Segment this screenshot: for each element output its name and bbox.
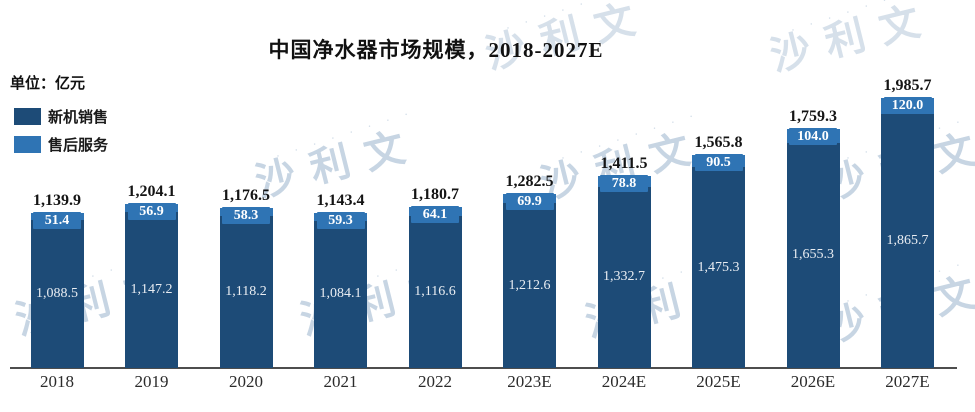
new-machine-segment xyxy=(125,212,178,368)
new-machine-segment xyxy=(219,215,273,368)
new-machine-value-label: 1,084.1 xyxy=(319,286,362,302)
total-value-label: 1,985.7 xyxy=(883,77,932,94)
x-axis-label-2020: 2020 xyxy=(229,372,263,391)
new-machine-segment xyxy=(786,142,840,368)
total-value-label: 1,282.5 xyxy=(505,172,554,190)
legend-swatch-dark-blue xyxy=(14,108,41,125)
x-axis-line xyxy=(10,367,957,369)
x-axis-label-2021: 2021 xyxy=(323,372,358,391)
legend-label: 新机销售 xyxy=(48,110,109,126)
x-axis-label-2026E: 2026E xyxy=(790,372,836,391)
stacked-bar-2027E: 1,985.7 120.0 1,865.7 xyxy=(881,77,934,368)
total-value-label: 1,139.9 xyxy=(33,192,81,210)
new-machine-value-label: 1,212.6 xyxy=(508,277,551,293)
x-axis-label-2024E: 2024E xyxy=(601,372,647,391)
after-sales-value-badge: 69.9 xyxy=(505,192,554,210)
x-axis-label-2018: 2018 xyxy=(40,372,74,391)
new-machine-segment xyxy=(597,186,651,368)
total-value-label: 1,180.7 xyxy=(411,186,459,204)
stacked-bar-2018: 1,139.9 51.4 1,088.5 xyxy=(30,192,84,368)
total-value-label: 1,759.3 xyxy=(789,107,837,125)
unit-label: 单位：亿元 xyxy=(10,76,86,92)
x-axis-label-2027E: 2027E xyxy=(885,372,930,391)
new-machine-value-label: 1,475.3 xyxy=(697,259,740,275)
stacked-bar-2024E: 1,411.5 78.8 1,332.7 xyxy=(597,155,651,368)
after-sales-value-badge: 120.0 xyxy=(883,97,932,114)
stacked-bar-2022: 1,180.7 64.1 1,116.6 xyxy=(408,186,462,368)
new-machine-segment xyxy=(692,167,745,368)
after-sales-value-badge: 56.9 xyxy=(127,203,176,221)
new-machine-value-label: 1,118.2 xyxy=(225,283,267,299)
legend-swatch-light-blue xyxy=(14,136,41,153)
x-axis-label-2022: 2022 xyxy=(418,372,452,391)
legend: 新机销售 售后服务 xyxy=(14,106,108,155)
total-value-label: 1,565.8 xyxy=(694,134,743,152)
new-machine-segment xyxy=(503,203,556,368)
new-machine-segment xyxy=(30,220,84,368)
after-sales-value-badge: 104.0 xyxy=(789,127,837,145)
stacked-bar-2019: 1,204.1 56.9 1,147.2 xyxy=(125,183,178,368)
stacked-bar-2026E: 1,759.3 104.0 1,655.3 xyxy=(786,108,840,368)
total-value-label: 1,204.1 xyxy=(127,183,176,201)
chart-title: 中国净水器市场规模，2018-2027E xyxy=(268,38,604,62)
after-sales-value-badge: 64.1 xyxy=(411,206,459,224)
x-axis-label-2023E: 2023E xyxy=(507,372,552,391)
new-machine-segment xyxy=(408,216,462,368)
new-machine-value-label: 1,147.2 xyxy=(130,282,173,298)
total-value-label: 1,176.5 xyxy=(222,187,270,205)
stacked-bar-2021: 1,143.4 59.3 1,084.1 xyxy=(314,192,367,368)
legend-label: 售后服务 xyxy=(48,138,109,154)
x-axis-label-2025E: 2025E xyxy=(696,372,741,391)
stacked-bar-2025E: 1,565.8 90.5 1,475.3 xyxy=(692,134,745,368)
new-machine-value-label: 1,116.6 xyxy=(414,284,456,300)
new-machine-value-label: 1,655.3 xyxy=(792,247,834,263)
new-machine-segment xyxy=(881,114,934,368)
new-machine-value-label: 1,088.5 xyxy=(36,286,78,301)
after-sales-value-badge: 51.4 xyxy=(33,212,81,230)
x-axis-label-2019: 2019 xyxy=(134,372,169,391)
stacked-bar-2020: 1,176.5 58.3 1,118.2 xyxy=(219,187,273,368)
legend-item-after-sales-service: 售后服务 xyxy=(14,134,108,155)
total-value-label: 1,411.5 xyxy=(600,155,648,173)
after-sales-value-badge: 78.8 xyxy=(600,175,648,193)
after-sales-value-badge: 59.3 xyxy=(316,211,365,229)
total-value-label: 1,143.4 xyxy=(316,191,365,209)
after-sales-value-badge: 58.3 xyxy=(222,207,270,225)
after-sales-value-badge: 90.5 xyxy=(694,154,743,172)
new-machine-value-label: 1,332.7 xyxy=(603,269,645,285)
new-machine-segment xyxy=(314,220,367,368)
legend-item-new-machine-sales: 新机销售 xyxy=(14,106,108,127)
new-machine-value-label: 1,865.7 xyxy=(886,233,929,249)
stacked-bar-2023E: 1,282.5 69.9 1,212.6 xyxy=(503,173,556,368)
